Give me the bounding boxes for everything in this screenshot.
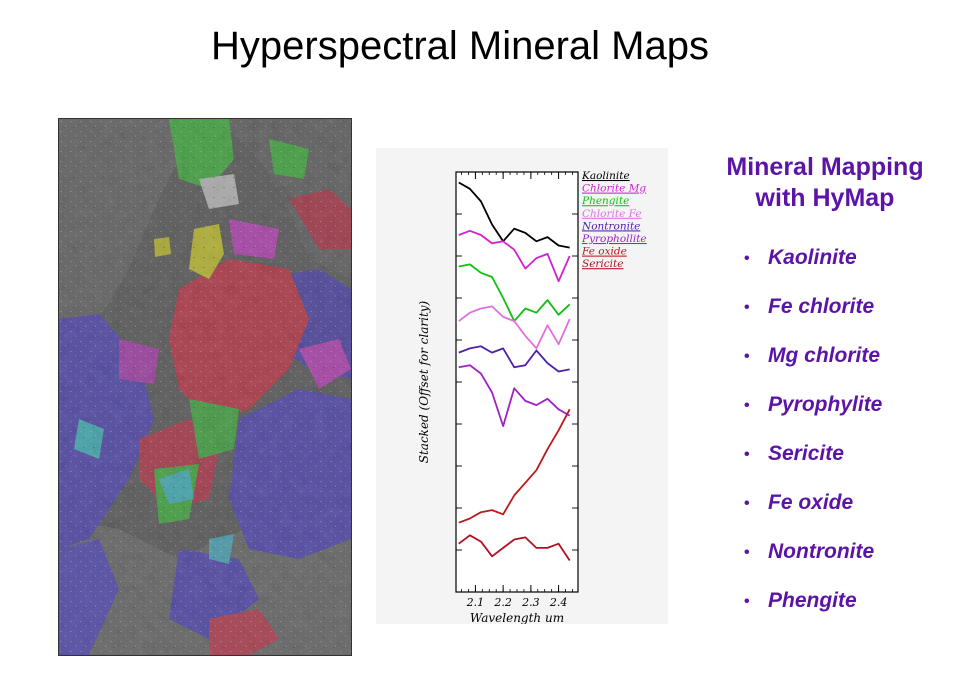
bullet-icon: •: [744, 495, 750, 512]
side-heading-line2: with HyMap: [755, 184, 895, 212]
list-item: • Sericite: [744, 442, 954, 491]
series-lines: [458, 181, 571, 561]
side-heading: Mineral Mapping with HyMap: [700, 152, 950, 214]
legend-entry: Nontronite: [581, 220, 640, 232]
mineral-label: Pyrophylite: [768, 393, 883, 416]
series-line-kaolinite: [458, 181, 570, 249]
series-line-nontronite: [458, 345, 570, 373]
mineral-label: Nontronite: [768, 540, 875, 563]
side-heading-line1: Mineral Mapping: [726, 153, 924, 181]
legend-entry: Phengite: [581, 195, 629, 207]
bullet-icon: •: [744, 593, 750, 610]
bullet-icon: •: [744, 250, 750, 267]
bullet-icon: •: [744, 348, 750, 365]
legend-entry: Kaolinite: [581, 170, 630, 182]
plot-area: [455, 171, 579, 593]
slide-title: Hyperspectral Mineral Maps: [211, 24, 709, 68]
list-item: • Fe chlorite: [744, 295, 954, 344]
legend-entry: Sericite: [582, 258, 623, 270]
list-item: • Nontronite: [744, 540, 954, 589]
mineral-list: • Kaolinite • Fe chlorite • Mg chlorite • Py…: [744, 246, 954, 638]
series-line-chlorite-mg: [458, 229, 571, 283]
x-tick-label: 2.1: [466, 596, 485, 609]
mineral-label: Sericite: [768, 442, 844, 465]
mineral-label: Mg chlorite: [768, 344, 881, 367]
mineral-label: Fe oxide: [768, 491, 854, 514]
bullet-icon: •: [744, 299, 750, 316]
mineral-map-image: [58, 118, 352, 656]
bullet-icon: •: [744, 544, 750, 561]
x-tick-label: 2.2: [493, 596, 512, 609]
series-line-pyrophollite: [458, 364, 571, 428]
mineral-map-canvas: [59, 119, 351, 655]
list-item: • Kaolinite: [744, 246, 954, 295]
legend-entry: Fe oxide: [581, 246, 627, 258]
axis-ticks: [456, 171, 578, 593]
series-line-fe-oxide: [458, 408, 571, 524]
series-line-sericite: [458, 534, 571, 561]
legend-entry: Pyrophollite: [581, 233, 647, 245]
x-tick-label: 2.3: [521, 596, 540, 609]
legend-entry: Chlorite Fe: [582, 208, 642, 220]
mineral-label: Phengite: [768, 589, 857, 612]
spectra-chart: Kaolinite Chlorite Mg Phengite Chlorite Fe N…: [376, 148, 668, 624]
x-axis-label: Wavelength um: [470, 611, 564, 624]
legend-entry: Chlorite Mg: [582, 183, 646, 195]
list-item: • Mg chlorite: [744, 344, 954, 393]
mineral-label: Kaolinite: [768, 246, 857, 269]
mineral-label: Fe chlorite: [768, 295, 875, 318]
x-tick-labels: 2.1 2.2 2.3 2.4: [466, 596, 568, 609]
list-item: • Pyrophylite: [744, 393, 954, 442]
y-axis-label: Stacked (Offset for clarity): [417, 300, 431, 463]
list-item: • Phengite: [744, 589, 954, 638]
series-line-chlorite-fe: [458, 305, 571, 350]
bullet-icon: •: [744, 446, 750, 463]
x-tick-label: 2.4: [549, 596, 568, 609]
bullet-icon: •: [744, 397, 750, 414]
list-item: • Fe oxide: [744, 491, 954, 540]
